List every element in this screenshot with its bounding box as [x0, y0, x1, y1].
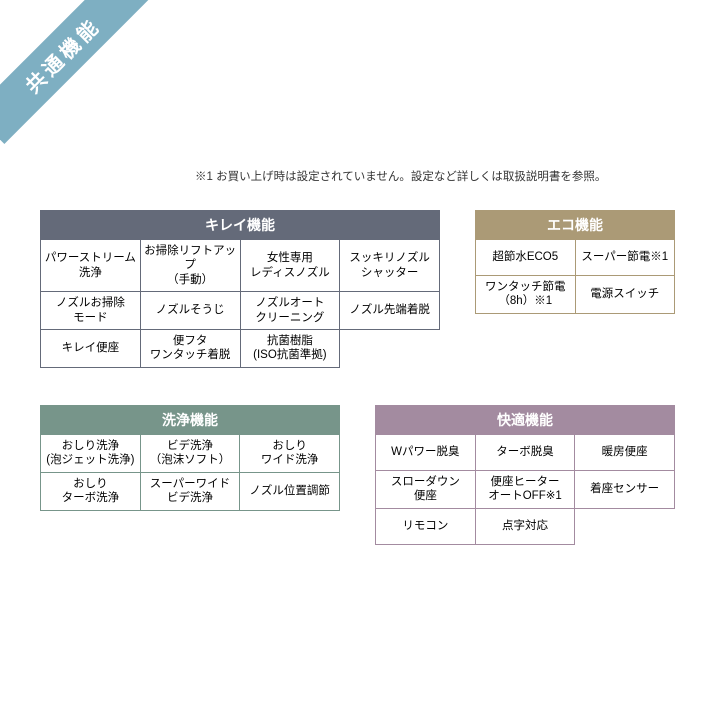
table-cell: スーパー節電※1 [575, 240, 675, 276]
table-eco-title: エコ機能 [476, 211, 675, 240]
table-eco: エコ機能 超節水ECO5 スーパー節電※1 ワンタッチ節電（8h）※1 電源スイ… [475, 210, 675, 314]
table-kirei-title: キレイ機能 [41, 211, 440, 240]
table-cell: ワンタッチ節電（8h）※1 [476, 276, 576, 314]
ribbon-label: 共通機能 [22, 15, 105, 98]
table-cell: 着座センサー [575, 471, 675, 509]
table-cell: 電源スイッチ [575, 276, 675, 314]
table-cell: スローダウン便座 [376, 471, 476, 509]
table-comfort-title: 快適機能 [376, 406, 675, 435]
table-cell: ノズルオートクリーニング [240, 292, 340, 330]
table-cell: 超節水ECO5 [476, 240, 576, 276]
footnote: ※1 お買い上げ時は設定されていません。設定など詳しくは取扱説明書を参照。 [195, 168, 606, 184]
table-cell: ノズルお掃除モード [41, 292, 141, 330]
table-comfort: 快適機能 Wパワー脱臭 ターボ脱臭 暖房便座 スローダウン便座 便座ヒーターオー… [375, 405, 675, 545]
table-cell: ビデ洗浄（泡沫ソフト） [140, 435, 240, 473]
table-cell: ノズル位置調節 [240, 472, 340, 510]
table-cell: スーパーワイドビデ洗浄 [140, 472, 240, 510]
table-cell-empty [575, 508, 675, 544]
table-kirei: キレイ機能 パワーストリーム洗浄 お掃除リフトアップ（手動） 女性専用レディスノ… [40, 210, 440, 368]
ribbon-badge: 共通機能 [0, 0, 151, 144]
table-cell: 便座ヒーターオートOFF※1 [475, 471, 575, 509]
table-cell: おしり洗浄(泡ジェット洗浄) [41, 435, 141, 473]
table-cell: おしりワイド洗浄 [240, 435, 340, 473]
table-cell: 女性専用レディスノズル [240, 240, 340, 292]
table-wash-title: 洗浄機能 [41, 406, 340, 435]
table-cell: おしりターボ洗浄 [41, 472, 141, 510]
table-cell: 抗菌樹脂(ISO抗菌準拠) [240, 329, 340, 367]
table-cell: ターボ脱臭 [475, 435, 575, 471]
table-cell-empty [340, 329, 440, 367]
table-cell: スッキリノズルシャッター [340, 240, 440, 292]
table-cell: Wパワー脱臭 [376, 435, 476, 471]
table-cell: 便フタワンタッチ着脱 [140, 329, 240, 367]
table-cell: パワーストリーム洗浄 [41, 240, 141, 292]
table-cell: ノズル先端着脱 [340, 292, 440, 330]
table-wash: 洗浄機能 おしり洗浄(泡ジェット洗浄) ビデ洗浄（泡沫ソフト） おしりワイド洗浄… [40, 405, 340, 511]
table-cell: キレイ便座 [41, 329, 141, 367]
table-cell: 暖房便座 [575, 435, 675, 471]
table-cell: リモコン [376, 508, 476, 544]
table-cell: 点字対応 [475, 508, 575, 544]
table-cell: ノズルそうじ [140, 292, 240, 330]
table-cell: お掃除リフトアップ（手動） [140, 240, 240, 292]
